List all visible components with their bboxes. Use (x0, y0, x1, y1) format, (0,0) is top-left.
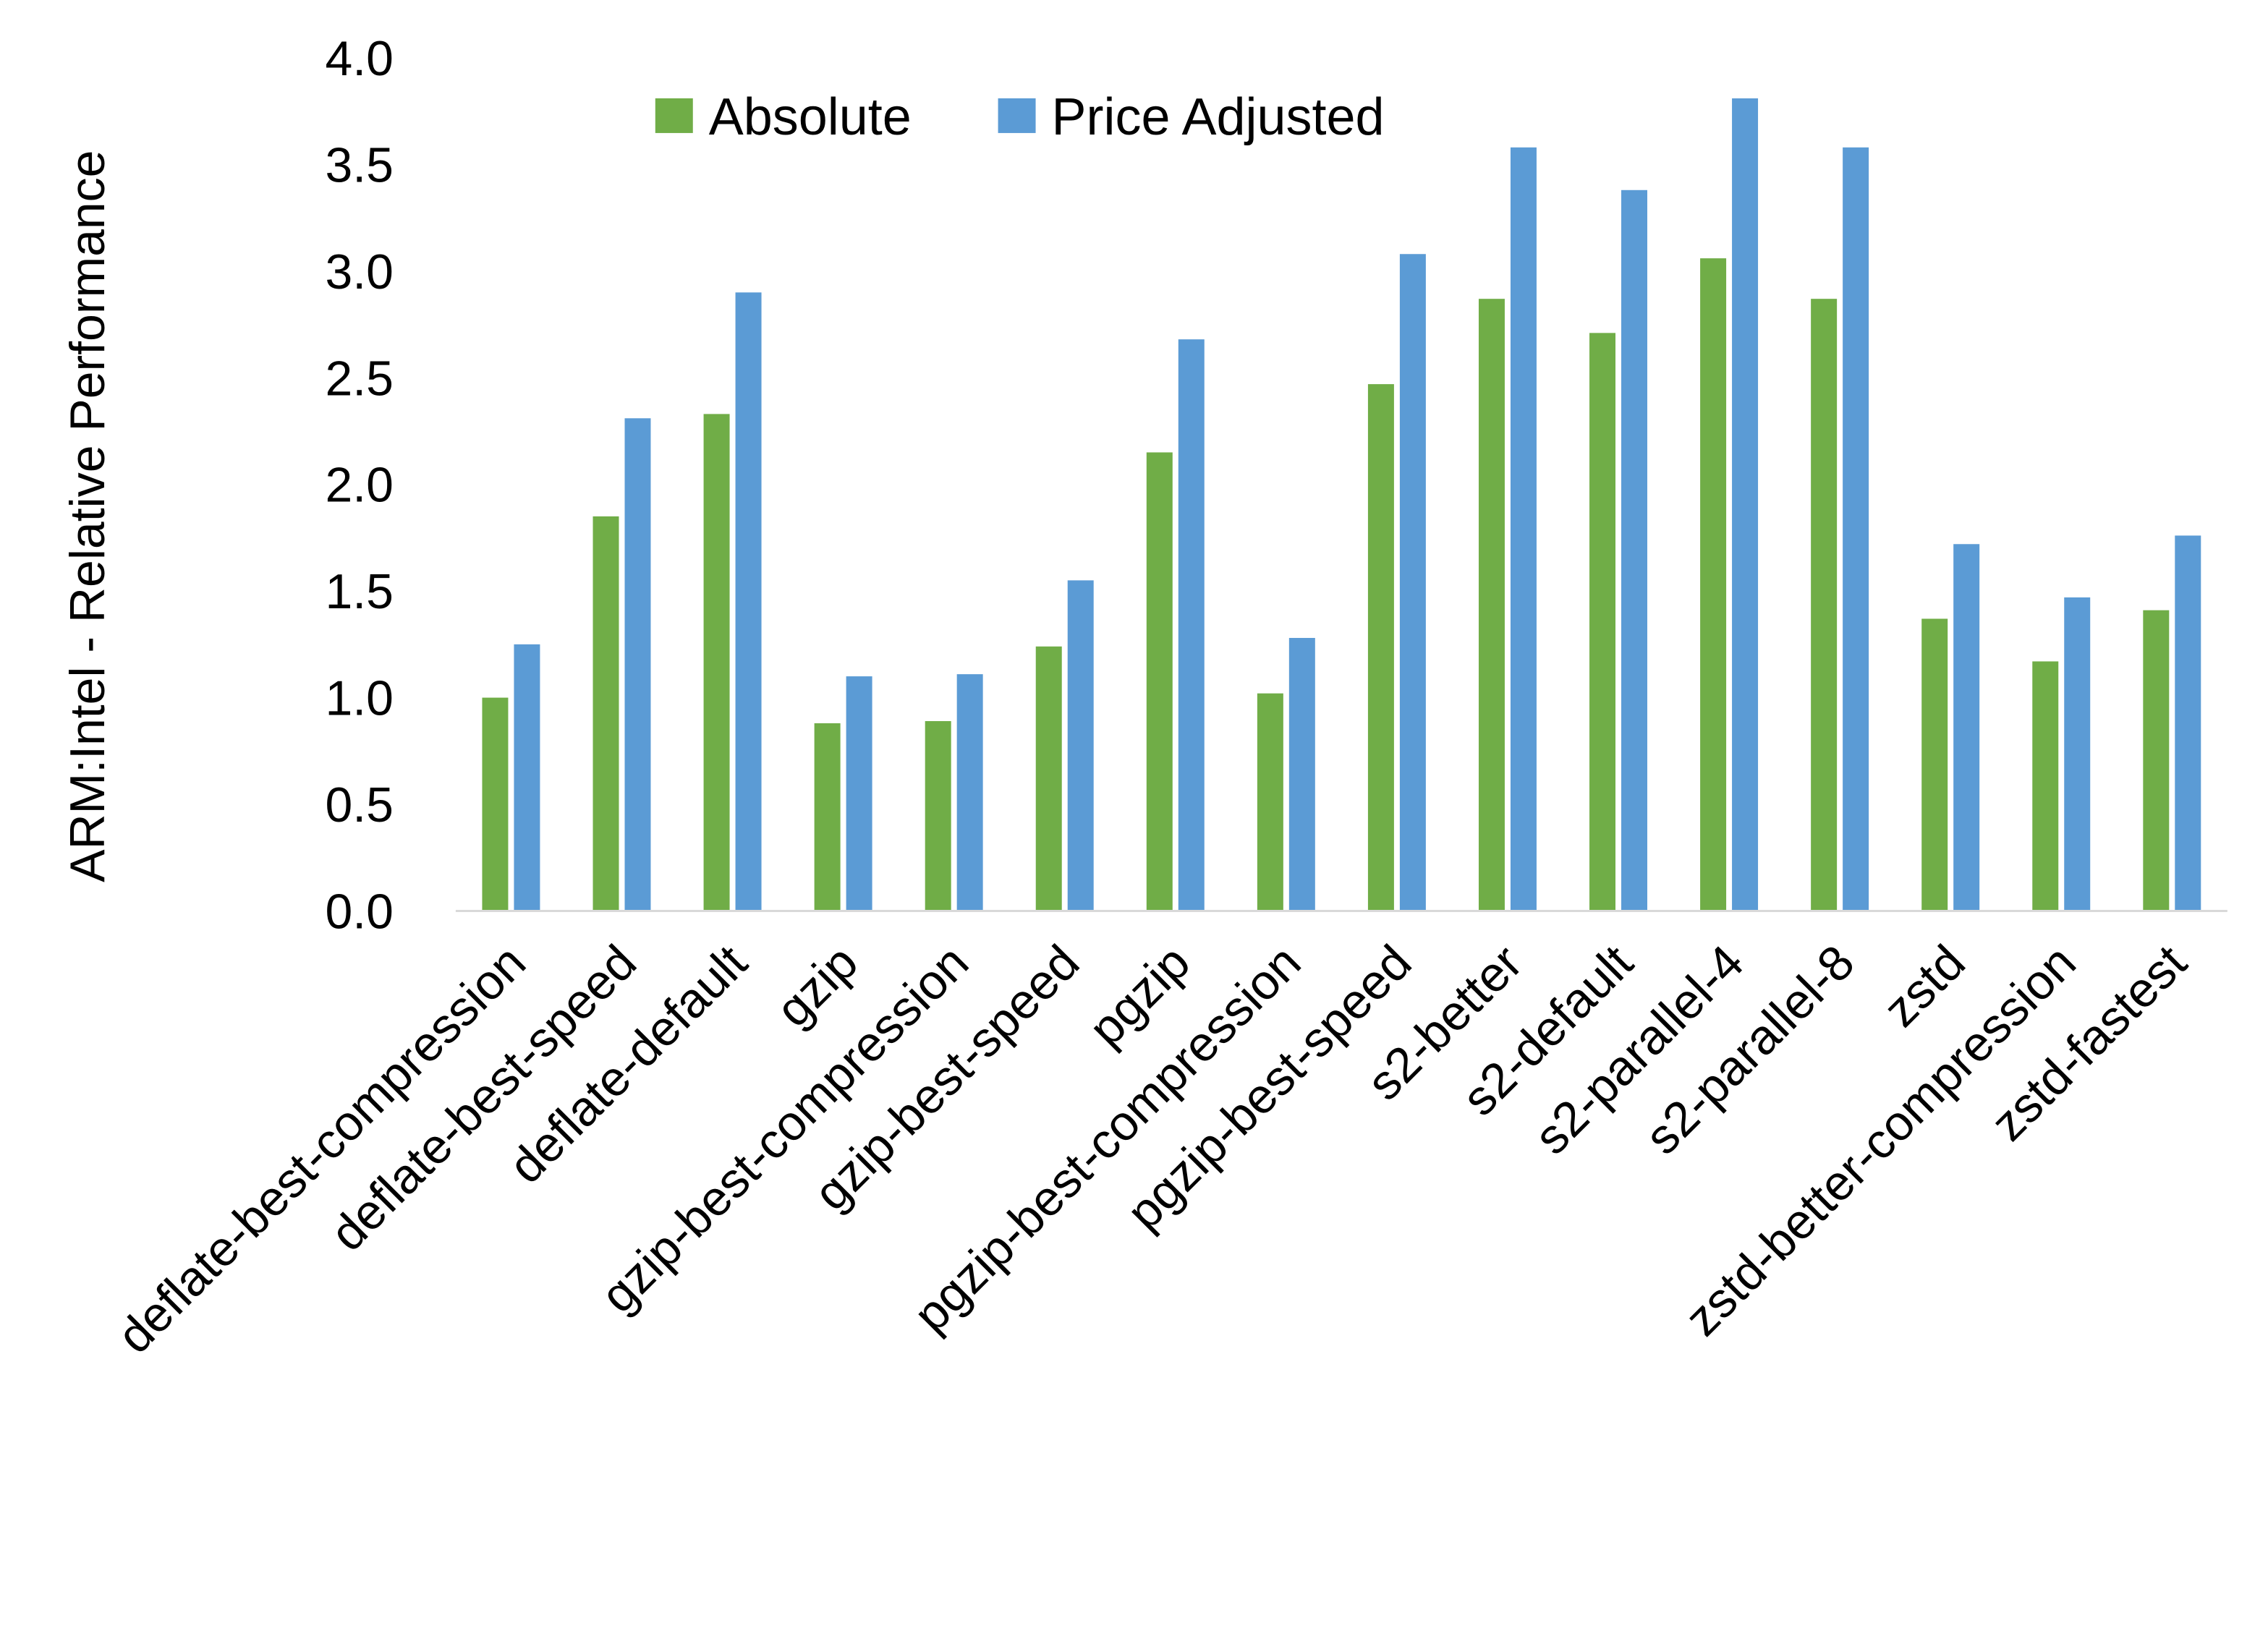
bar-price-adjusted-zstd-fastest (2175, 535, 2201, 911)
bar-absolute-gzip-best-speed (1035, 646, 1062, 911)
bar-absolute-s2-parallel-8 (1811, 299, 1838, 911)
bar-absolute-gzip (814, 723, 841, 911)
bar-price-adjusted-gzip-best-speed (1067, 580, 1094, 911)
bar-absolute-zstd (1921, 618, 1948, 911)
bar-price-adjusted-pgzip-best-speed (1399, 254, 1426, 911)
y-tick-label: 2.5 (325, 351, 394, 406)
legend-swatch-price-adjusted (998, 98, 1036, 133)
bar-price-adjusted-s2-better (1510, 147, 1537, 911)
y-axis-label: ARM:Intel - Relative Performance (60, 150, 115, 882)
bar-price-adjusted-s2-parallel-8 (1843, 147, 1869, 911)
x-tick-label: deflate-best-compression (107, 934, 536, 1363)
bar-absolute-deflate-best-speed (593, 516, 619, 911)
legend-swatch-absolute (655, 98, 693, 133)
legend: Absolute Price Adjusted (655, 88, 1385, 146)
bar-absolute-s2-parallel-4 (1700, 258, 1727, 911)
bar-absolute-zstd-better-compression (2032, 661, 2059, 911)
bar-price-adjusted-deflate-default (735, 292, 762, 911)
bar-price-adjusted-pgzip-best-compression (1288, 638, 1315, 911)
bar-absolute-s2-default (1589, 333, 1616, 911)
legend-label-absolute: Absolute (709, 88, 912, 146)
bar-price-adjusted-gzip-best-compression (956, 674, 983, 911)
y-tick-label: 0.5 (325, 778, 394, 832)
bar-absolute-deflate-default (703, 414, 730, 911)
y-axis-ticks: 0.0 0.5 1.0 1.5 2.0 2.5 3.0 3.5 4.0 (325, 31, 394, 939)
y-tick-label: 2.0 (325, 458, 394, 513)
bar-price-adjusted-zstd-better-compression (2064, 597, 2091, 911)
bar-absolute-s2-better (1478, 299, 1505, 911)
bar-price-adjusted-s2-default (1621, 189, 1648, 911)
y-tick-label: 0.0 (325, 884, 394, 939)
legend-label-price-adjusted: Price Adjusted (1052, 88, 1385, 146)
bar-price-adjusted-zstd (1953, 544, 1980, 911)
y-tick-label: 4.0 (325, 31, 394, 86)
bar-price-adjusted-deflate-best-speed (624, 418, 651, 911)
y-tick-label: 3.5 (325, 137, 394, 192)
bar-absolute-pgzip (1146, 452, 1173, 911)
bar-price-adjusted-gzip (846, 676, 872, 911)
bar-price-adjusted-s2-parallel-4 (1732, 98, 1759, 911)
bar-price-adjusted-deflate-best-compression (514, 644, 540, 911)
y-tick-label: 1.0 (325, 671, 394, 726)
bar-price-adjusted-pgzip (1178, 339, 1205, 911)
bar-absolute-pgzip-best-speed (1367, 384, 1394, 911)
bar-absolute-gzip-best-compression (925, 721, 951, 911)
x-axis-labels: deflate-best-compressiondeflate-best-spe… (107, 934, 2197, 1363)
y-tick-label: 3.0 (325, 244, 394, 299)
bar-absolute-deflate-best-compression (482, 697, 509, 911)
bar-absolute-zstd-fastest (2143, 610, 2170, 911)
y-tick-label: 1.5 (325, 564, 394, 619)
bar-absolute-pgzip-best-compression (1257, 693, 1283, 911)
bars (482, 98, 2201, 911)
